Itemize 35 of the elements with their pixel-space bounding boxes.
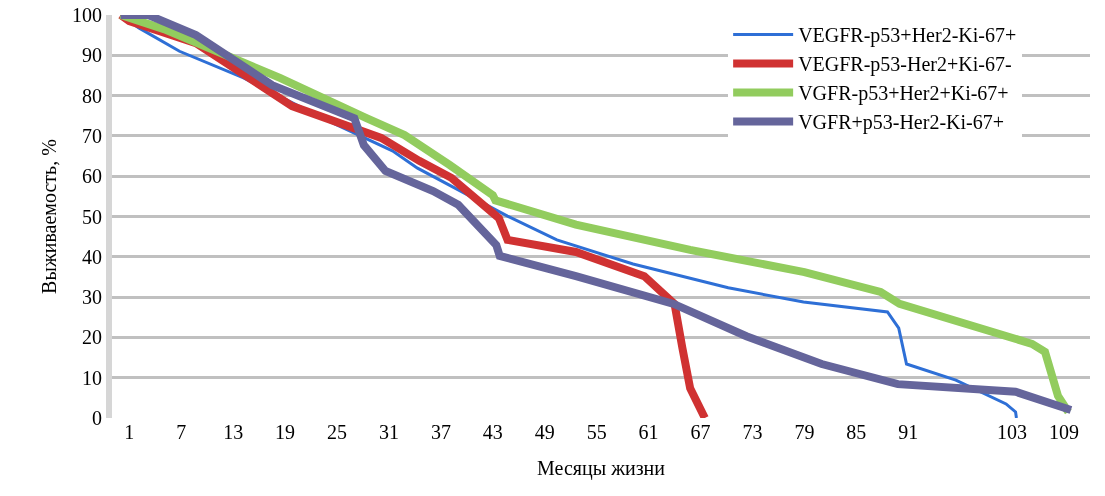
x-tick-label: 49: [534, 421, 555, 443]
x-axis-title: Месяцы жизни: [537, 456, 666, 480]
y-tick-label: 50: [82, 205, 102, 228]
y-tick-label: 20: [82, 326, 102, 349]
y-tick-label: 40: [82, 245, 102, 268]
x-tick-label: 37: [430, 421, 451, 443]
x-tick-label: 103: [997, 421, 1028, 443]
x-tick-label: 79: [794, 421, 815, 443]
y-tick-label: 70: [82, 124, 102, 147]
x-tick-label: 91: [898, 421, 919, 443]
x-tick-label: 25: [327, 421, 348, 443]
x-tick-label: 13: [223, 421, 244, 443]
y-tick-label: 80: [82, 84, 102, 107]
x-tick-label: 19: [275, 421, 296, 443]
x-tick-label: 73: [742, 421, 763, 443]
legend-label: VGFR+p53-Her2-Ki-67+: [798, 111, 1005, 135]
y-tick-label: 60: [82, 165, 102, 188]
y-tick-label: 90: [82, 44, 102, 67]
y-tick-label: 30: [82, 286, 102, 309]
x-tick-label: 7: [176, 421, 187, 443]
x-tick-label: 43: [482, 421, 503, 443]
x-tick-label: 109: [1049, 421, 1080, 443]
y-axis-title: Выживаемость, %: [38, 139, 60, 294]
x-tick-label: 31: [378, 421, 399, 443]
legend-label: VGFR-p53+Her2+Ki-67+: [798, 82, 1009, 106]
x-tick-label: 55: [586, 421, 607, 443]
y-tick-label: 10: [82, 366, 102, 389]
legend-label: VEGFR-p53-Her2+Ki-67-: [798, 53, 1012, 77]
x-tick-label: 1: [124, 421, 135, 443]
y-tick-label: 0: [92, 407, 102, 429]
x-tick-label: 67: [690, 421, 711, 443]
x-tick-label: 61: [638, 421, 659, 443]
x-tick-label: 85: [846, 421, 867, 443]
legend-label: VEGFR-p53+Her2-Ki-67+: [798, 24, 1017, 48]
y-tick-label: 100: [72, 4, 102, 26]
